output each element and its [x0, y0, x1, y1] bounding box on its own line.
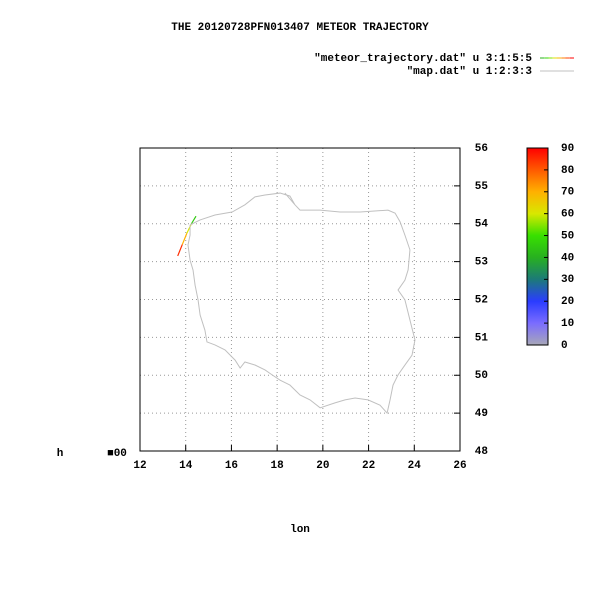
y-tick-label: 51 [475, 332, 489, 344]
plot-frame [139, 147, 461, 452]
x-tick-label: 26 [453, 460, 466, 472]
colorbar-tick-label: 40 [561, 252, 574, 264]
y-tick-label: 48 [475, 446, 489, 458]
x-tick-label: 18 [271, 460, 285, 472]
colorbar-tick-label: 0 [561, 340, 568, 352]
x-tick-label: 16 [225, 460, 238, 472]
y-tick-label: 53 [475, 257, 489, 269]
annotation: ■00 [107, 448, 127, 460]
colorbar-tick-label: 90 [561, 143, 574, 155]
colorbar-tick-label: 30 [561, 274, 574, 286]
x-tick-label: 20 [316, 460, 329, 472]
trajectory-segment [181, 232, 188, 245]
x-tick-label: 24 [408, 460, 422, 472]
trajectory [177, 215, 197, 257]
x-axis-label: lon [290, 524, 310, 536]
colorbar-tick-label: 50 [561, 230, 574, 242]
legend-label: "meteor_trajectory.dat" u 3:1:5:5 [314, 53, 532, 65]
map-outline [187, 192, 416, 415]
y-tick-label: 49 [475, 408, 488, 420]
colorbar-tick-label: 80 [561, 165, 574, 177]
y-tick-label: 50 [475, 370, 488, 382]
colorbar-tick-label: 60 [561, 209, 574, 221]
colorbar-tick-label: 20 [561, 296, 574, 308]
y-tick-label: 55 [475, 181, 489, 193]
chart-title: THE 20120728PFN013407 METEOR TRAJECTORY [171, 22, 429, 34]
legend-label: "map.dat" u 1:2:3:3 [407, 66, 533, 78]
colorbar-tick-label: 70 [561, 187, 574, 199]
x-tick-label: 14 [179, 460, 193, 472]
trajectory-segment [186, 223, 192, 234]
trajectory-segment [177, 244, 183, 257]
y-tick-label: 54 [475, 219, 489, 231]
annotation: h [57, 448, 64, 460]
trajectory-segment [190, 215, 197, 225]
colorbar-tick-label: 10 [561, 318, 574, 330]
colorbar [526, 147, 549, 346]
y-tick-label: 56 [475, 143, 488, 155]
x-tick-label: 22 [362, 460, 375, 472]
y-tick-label: 52 [475, 294, 488, 306]
x-tick-label: 12 [133, 460, 146, 472]
